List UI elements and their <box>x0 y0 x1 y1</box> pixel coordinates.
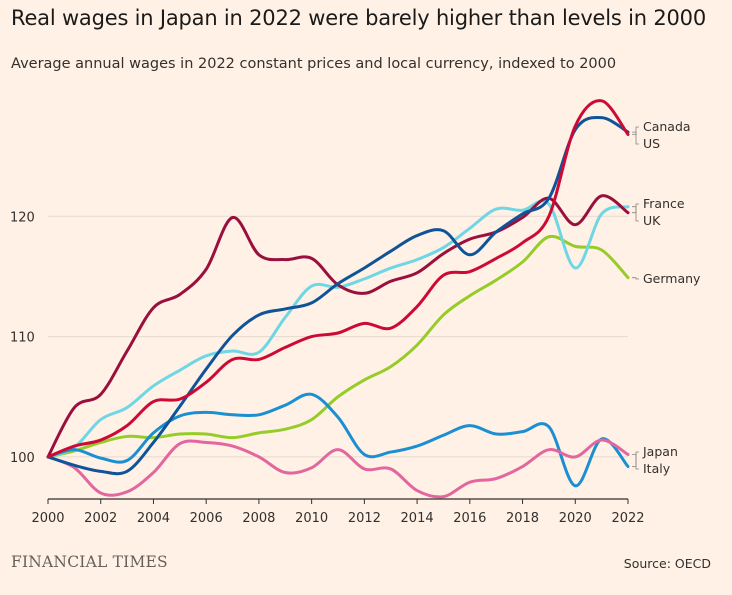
end-label-france: France <box>643 196 685 211</box>
series-line-germany <box>46 234 630 459</box>
x-tick-label: 2018 <box>506 511 539 526</box>
end-label-germany: Germany <box>643 271 701 286</box>
end-label-connector <box>632 203 639 214</box>
x-tick-label: 2012 <box>348 511 381 526</box>
y-tick-label: 120 <box>10 210 35 225</box>
source-note: Source: OECD <box>623 556 711 571</box>
series-line-italy <box>46 438 630 499</box>
y-axis-labels: 100 110 120 <box>10 210 35 466</box>
end-label-connector <box>632 277 639 280</box>
x-tick-label: 2002 <box>84 511 117 526</box>
gridlines <box>48 215 628 458</box>
end-label-japan: Japan <box>642 444 678 459</box>
end-label-connector <box>632 131 639 145</box>
end-label-italy: Italy <box>643 461 671 476</box>
end-label-us: US <box>643 136 660 151</box>
x-tick-label: 2000 <box>31 511 64 526</box>
end-label-connector <box>632 454 639 470</box>
chart-subtitle: Average annual wages in 2022 constant pr… <box>11 56 617 72</box>
x-axis: 2000 2002 2004 2006 2008 2010 2012 2014 2016 2018… <box>31 498 645 526</box>
x-tick-label: 2022 <box>611 511 644 526</box>
x-tick-label: 2016 <box>453 511 486 526</box>
series-lines <box>46 99 630 499</box>
end-label-connector <box>632 126 639 135</box>
x-tick-label: 2008 <box>242 511 275 526</box>
series-line-japan <box>46 392 630 488</box>
series-line-us <box>46 115 630 476</box>
end-label-canada: Canada <box>643 119 691 134</box>
chart-title: Real wages in Japan in 2022 were barely … <box>11 6 706 30</box>
series-line-canada <box>46 99 630 459</box>
end-label-connector <box>632 206 639 222</box>
end-labels: Canada US France UK Germany Japan Italy <box>632 119 701 476</box>
x-tick-label: 2004 <box>137 511 170 526</box>
y-tick-label: 110 <box>10 331 35 346</box>
x-tick-label: 2010 <box>295 511 328 526</box>
x-tick-label: 2014 <box>401 511 434 526</box>
end-label-uk: UK <box>643 213 661 228</box>
x-tick-label: 2006 <box>190 511 223 526</box>
ft-brand-logo: FINANCIAL TIMES <box>11 553 168 571</box>
x-tick-label: 2020 <box>559 511 592 526</box>
y-tick-label: 100 <box>10 451 35 466</box>
